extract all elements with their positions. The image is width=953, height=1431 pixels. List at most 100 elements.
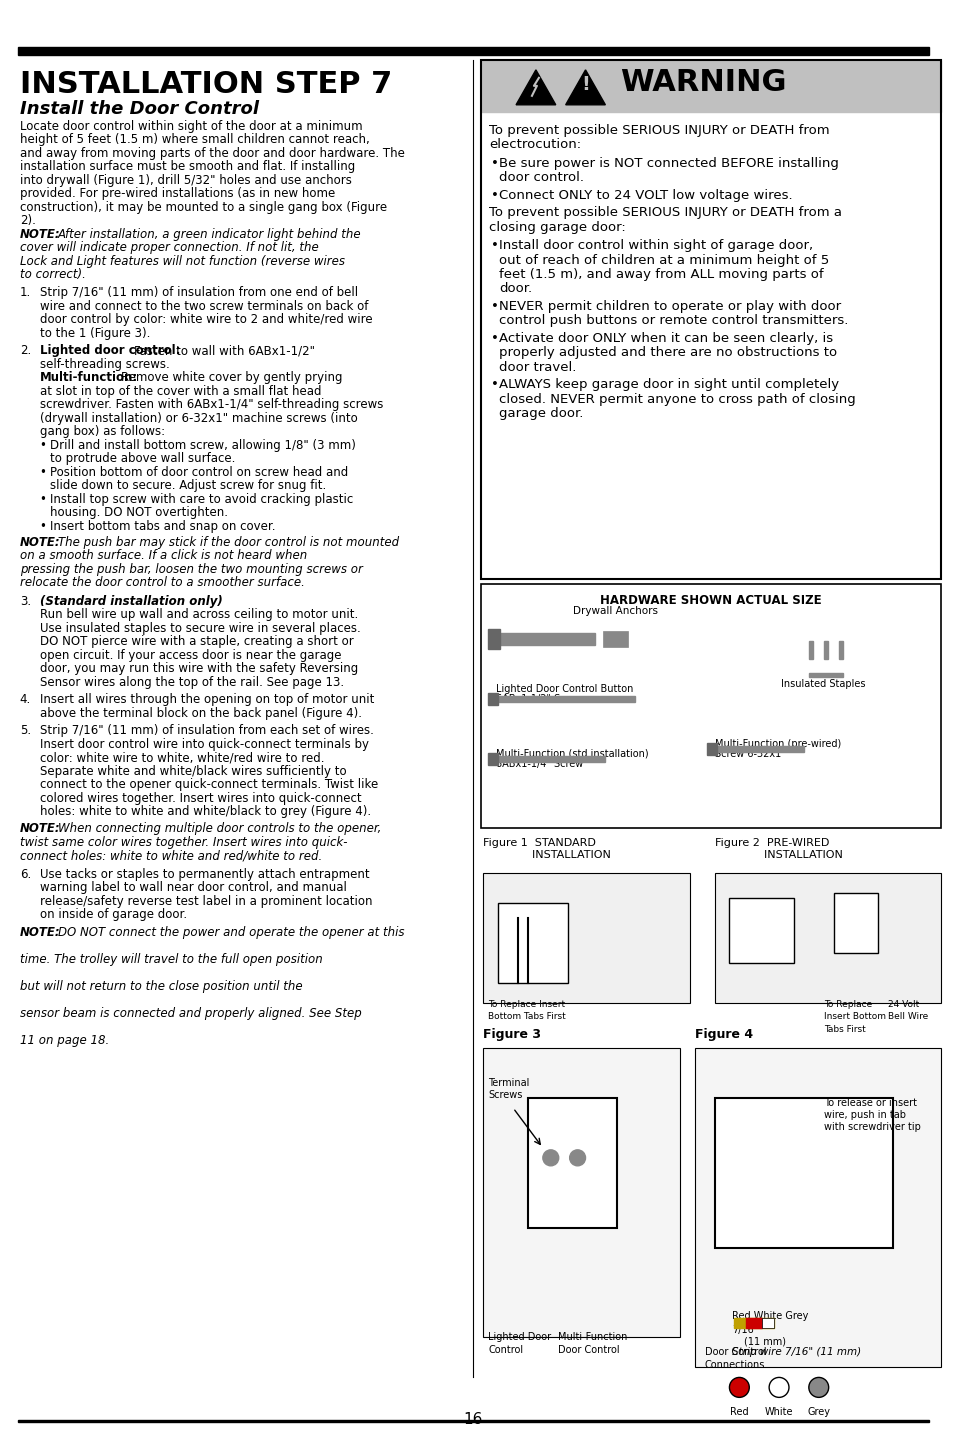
Text: Red: Red: [729, 1407, 748, 1417]
Bar: [706, 743, 716, 754]
Text: Remove white cover by gently prying: Remove white cover by gently prying: [121, 371, 342, 385]
Text: open circuit. If your access door is near the garage: open circuit. If your access door is nea…: [40, 648, 341, 661]
Text: sensor beam is connected and properly aligned. See Step: sensor beam is connected and properly al…: [20, 1006, 361, 1020]
Bar: [734, 1318, 773, 1328]
Text: When connecting multiple door controls to the opener,: When connecting multiple door controls t…: [57, 823, 380, 836]
Text: cover will indicate proper connection. If not lit, the: cover will indicate proper connection. I…: [20, 240, 318, 255]
Text: self-threading screws.: self-threading screws.: [40, 358, 170, 371]
Circle shape: [569, 1151, 585, 1166]
Text: connect to the opener quick-connect terminals. Twist like: connect to the opener quick-connect term…: [40, 778, 377, 791]
Text: Sensor wires along the top of the rail. See page 13.: Sensor wires along the top of the rail. …: [40, 675, 343, 688]
Text: To release or insert: To release or insert: [822, 1098, 916, 1108]
Text: INSTALLATION STEP 7: INSTALLATION STEP 7: [20, 70, 392, 99]
Text: •: •: [40, 439, 47, 452]
Text: Bottom Tabs First: Bottom Tabs First: [488, 1012, 565, 1022]
Bar: [488, 693, 497, 704]
Text: Be sure power is NOT connected BEFORE installing: Be sure power is NOT connected BEFORE in…: [498, 157, 839, 170]
Text: (11 mm): (11 mm): [743, 1337, 785, 1347]
Text: closed. NEVER permit anyone to cross path of closing: closed. NEVER permit anyone to cross pat…: [498, 392, 855, 406]
Bar: [808, 673, 841, 677]
Text: colored wires together. Insert wires into quick-connect: colored wires together. Insert wires int…: [40, 791, 361, 804]
Text: To prevent possible SERIOUS INJURY or DEATH from: To prevent possible SERIOUS INJURY or DE…: [489, 123, 829, 137]
Text: release/safety reverse test label in a prominent location: release/safety reverse test label in a p…: [40, 894, 372, 907]
Text: Red White Grey: Red White Grey: [732, 1311, 808, 1321]
Text: Lighted Door: Lighted Door: [488, 1332, 551, 1342]
Text: Drywall Anchors: Drywall Anchors: [572, 605, 658, 615]
Bar: [496, 633, 595, 645]
Text: 16: 16: [463, 1412, 482, 1427]
Text: Insert bottom tabs and snap on cover.: Insert bottom tabs and snap on cover.: [50, 519, 274, 532]
Text: Connect ONLY to 24 VOLT low voltage wires.: Connect ONLY to 24 VOLT low voltage wire…: [498, 189, 792, 202]
Bar: [497, 903, 567, 983]
Text: Separate white and white/black wires sufficiently to: Separate white and white/black wires suf…: [40, 764, 346, 777]
Text: housing. DO NOT overtighten.: housing. DO NOT overtighten.: [50, 507, 228, 519]
Bar: [694, 1047, 940, 1368]
Text: !: !: [580, 76, 589, 94]
Text: at slot in top of the cover with a small flat head: at slot in top of the cover with a small…: [40, 385, 321, 398]
Bar: [745, 1318, 761, 1328]
Text: twist same color wires together. Insert wires into quick-: twist same color wires together. Insert …: [20, 836, 347, 849]
Text: •: •: [491, 157, 498, 170]
Text: ALWAYS keep garage door in sight until completely: ALWAYS keep garage door in sight until c…: [498, 378, 839, 391]
Bar: [833, 893, 878, 953]
Text: •: •: [491, 378, 498, 391]
Bar: [483, 873, 689, 1003]
Bar: [481, 60, 940, 112]
Text: Strip 7/16" (11 mm) of insulation from each set of wires.: Strip 7/16" (11 mm) of insulation from e…: [40, 724, 374, 737]
Polygon shape: [565, 70, 605, 104]
Text: Multi-function:: Multi-function:: [40, 371, 138, 385]
Text: 5.: 5.: [20, 724, 30, 737]
Text: warning label to wall near door control, and manual: warning label to wall near door control,…: [40, 881, 346, 894]
Text: color: white wire to white, white/red wire to red.: color: white wire to white, white/red wi…: [40, 751, 324, 764]
Text: (drywall installation) or 6-32x1" machine screws (into: (drywall installation) or 6-32x1" machin…: [40, 412, 357, 425]
Bar: [481, 60, 940, 580]
Text: Drill and install bottom screw, allowing 1/8" (3 mm): Drill and install bottom screw, allowing…: [50, 439, 355, 452]
Text: Insulated Staples: Insulated Staples: [781, 678, 865, 688]
Text: NOTE:: NOTE:: [20, 926, 60, 939]
Text: To Replace: To Replace: [822, 1000, 871, 1009]
Bar: [729, 899, 793, 963]
Text: on inside of garage door.: on inside of garage door.: [40, 909, 187, 922]
Text: Screw 6-32x1": Screw 6-32x1": [714, 748, 784, 758]
Text: Fasten to wall with 6ABx1-1/2": Fasten to wall with 6ABx1-1/2": [133, 345, 314, 358]
Circle shape: [729, 1378, 748, 1398]
Text: Figure 1  STANDARD
              INSTALLATION: Figure 1 STANDARD INSTALLATION: [483, 839, 611, 860]
Text: 24 Volt: 24 Volt: [887, 1000, 919, 1009]
Text: Door Control: Door Control: [704, 1348, 765, 1358]
Bar: [602, 631, 627, 647]
Text: door travel.: door travel.: [498, 361, 576, 373]
Circle shape: [808, 1378, 828, 1398]
Text: garage door.: garage door.: [498, 408, 583, 421]
Bar: [714, 746, 803, 751]
Text: Control: Control: [488, 1345, 523, 1355]
Text: wire, push in tab: wire, push in tab: [822, 1110, 904, 1120]
Text: 2).: 2).: [20, 215, 35, 228]
Text: 4.: 4.: [20, 693, 31, 707]
Text: Multi-Function (std installation): Multi-Function (std installation): [496, 748, 648, 758]
Bar: [822, 641, 827, 658]
Text: Lighted door control:: Lighted door control:: [40, 345, 180, 358]
Text: door control by color: white wire to 2 and white/red wire: door control by color: white wire to 2 a…: [40, 313, 372, 326]
Text: To prevent possible SERIOUS INJURY or DEATH from a: To prevent possible SERIOUS INJURY or DE…: [489, 206, 841, 219]
Text: control push buttons or remote control transmitters.: control push buttons or remote control t…: [498, 315, 847, 328]
Text: wire and connect to the two screw terminals on back of: wire and connect to the two screw termin…: [40, 301, 368, 313]
Text: above the terminal block on the back panel (Figure 4).: above the terminal block on the back pan…: [40, 707, 361, 720]
Text: screwdriver. Fasten with 6ABx1-1/4" self-threading screws: screwdriver. Fasten with 6ABx1-1/4" self…: [40, 398, 383, 411]
Text: •: •: [40, 492, 47, 505]
Text: but will not return to the close position until the: but will not return to the close positio…: [20, 980, 302, 993]
Text: Figure 4: Figure 4: [694, 1027, 752, 1042]
Bar: [18, 1421, 928, 1422]
Text: Connections: Connections: [704, 1361, 764, 1371]
Text: Lock and Light features will not function (reverse wires: Lock and Light features will not functio…: [20, 255, 344, 268]
Text: to correct).: to correct).: [20, 268, 86, 280]
Text: connect holes: white to white and red/white to red.: connect holes: white to white and red/wh…: [20, 850, 322, 863]
Text: electrocution:: electrocution:: [489, 139, 580, 152]
Text: Insert all wires through the opening on top of motor unit: Insert all wires through the opening on …: [40, 693, 374, 707]
Bar: [496, 695, 635, 701]
Text: Lighted Door Control Button: Lighted Door Control Button: [496, 684, 633, 694]
Text: Tabs First: Tabs First: [822, 1025, 864, 1035]
Bar: [761, 1318, 773, 1328]
Bar: [808, 641, 812, 658]
Text: 7/16": 7/16": [732, 1325, 758, 1335]
Text: Bell Wire: Bell Wire: [887, 1012, 927, 1022]
